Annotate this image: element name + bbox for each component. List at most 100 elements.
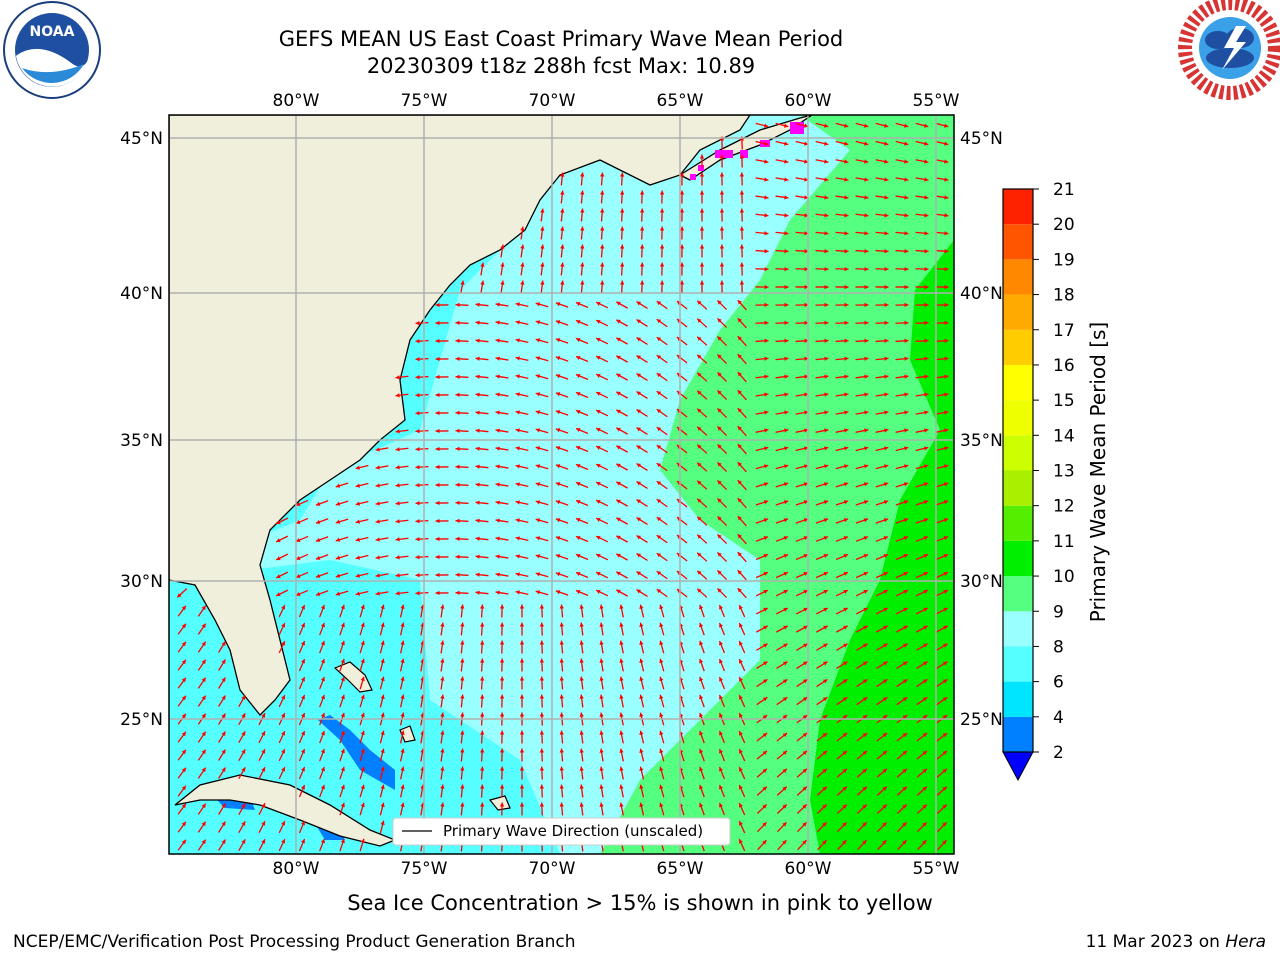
wave-arrow bbox=[718, 748, 726, 762]
wave-arrow bbox=[855, 392, 869, 397]
wave-arrow bbox=[495, 482, 509, 487]
wave-arrow bbox=[699, 154, 705, 168]
wave-arrow bbox=[395, 519, 409, 524]
wave-arrow bbox=[815, 446, 829, 452]
wave-arrow bbox=[815, 266, 829, 272]
wave-arrow bbox=[795, 249, 809, 254]
wave-arrow bbox=[519, 694, 525, 708]
wave-arrow bbox=[575, 589, 589, 597]
wave-arrow bbox=[936, 696, 948, 706]
wave-arrow bbox=[535, 392, 549, 398]
wave-arrow bbox=[480, 604, 485, 618]
wave-arrow bbox=[560, 208, 565, 222]
wave-arrow bbox=[855, 320, 869, 326]
wave-arrow bbox=[895, 266, 909, 272]
wave-arrow bbox=[755, 410, 769, 415]
wave-arrow bbox=[718, 730, 726, 744]
wave-arrow bbox=[615, 373, 629, 381]
wave-arrow bbox=[639, 208, 645, 222]
wave-arrow bbox=[796, 678, 808, 688]
wave-arrow bbox=[835, 159, 849, 164]
wave-arrow bbox=[575, 427, 589, 435]
wave-arrow bbox=[499, 622, 505, 636]
wave-arrow bbox=[739, 262, 745, 276]
map-legend: Primary Wave Direction (unscaled) bbox=[392, 817, 731, 846]
colorbar-segment bbox=[1003, 470, 1033, 506]
footer-date-text: 11 Mar 2023 on bbox=[1085, 932, 1226, 952]
wave-arrow bbox=[936, 643, 948, 651]
wave-arrow bbox=[895, 553, 909, 561]
wave-arrow bbox=[395, 501, 409, 506]
wave-arrow bbox=[435, 302, 449, 308]
wave-arrow bbox=[815, 500, 829, 506]
wave-arrow bbox=[935, 392, 949, 397]
wave-arrow bbox=[475, 320, 489, 325]
wave-arrow bbox=[737, 569, 747, 581]
wave-arrow bbox=[719, 280, 725, 294]
wave-arrow bbox=[415, 465, 429, 470]
wave-arrow bbox=[615, 445, 629, 453]
wave-arrow bbox=[515, 446, 529, 452]
wave-arrow bbox=[579, 802, 584, 816]
wave-arrow bbox=[815, 553, 829, 561]
wave-arrow bbox=[375, 537, 389, 542]
wave-arrow bbox=[836, 804, 848, 814]
wave-arrow bbox=[579, 622, 584, 636]
wave-arrow bbox=[615, 499, 629, 507]
wave-arrow bbox=[218, 767, 226, 779]
wave-arrow bbox=[856, 786, 868, 796]
wave-arrow bbox=[460, 604, 465, 618]
wave-arrow bbox=[197, 749, 207, 761]
wave-direction-arrows bbox=[176, 122, 949, 852]
wave-arrow bbox=[480, 784, 485, 798]
wave-arrow bbox=[515, 320, 529, 326]
wave-arrow bbox=[895, 374, 909, 379]
wave-arrow bbox=[619, 766, 624, 780]
wave-arrow bbox=[579, 604, 584, 618]
wave-arrow bbox=[816, 661, 828, 669]
wave-arrow bbox=[619, 802, 624, 816]
wave-arrow bbox=[295, 589, 309, 597]
wave-arrow bbox=[595, 499, 609, 507]
nws-logo bbox=[1178, 0, 1280, 100]
wave-arrow bbox=[460, 658, 465, 672]
wave-arrow bbox=[659, 622, 665, 636]
wave-arrow bbox=[197, 659, 207, 671]
wave-arrow bbox=[916, 696, 928, 706]
wave-arrow bbox=[836, 821, 848, 833]
wave-arrow bbox=[696, 498, 708, 508]
wave-arrow bbox=[238, 695, 246, 707]
wave-arrow bbox=[855, 428, 869, 433]
wave-arrow bbox=[395, 375, 409, 380]
wave-arrow bbox=[876, 643, 888, 651]
wave-arrow bbox=[719, 172, 725, 186]
wave-arrow bbox=[495, 500, 509, 505]
wave-arrow bbox=[539, 694, 545, 708]
wave-arrow bbox=[915, 140, 929, 146]
footer-machine: Hera bbox=[1225, 932, 1266, 952]
wave-arrow bbox=[656, 426, 668, 436]
wave-arrow bbox=[855, 195, 869, 200]
wave-arrow bbox=[795, 374, 809, 379]
wave-arrow bbox=[415, 501, 429, 506]
wave-arrow bbox=[519, 784, 525, 798]
wave-arrow bbox=[816, 821, 828, 833]
wave-arrow bbox=[495, 338, 509, 343]
wave-arrow bbox=[600, 190, 605, 204]
wave-arrow bbox=[835, 177, 849, 182]
wave-arrow bbox=[857, 839, 867, 851]
wave-arrow bbox=[575, 355, 589, 363]
wave-arrow bbox=[875, 284, 889, 290]
wave-arrow bbox=[836, 786, 848, 796]
wave-arrow bbox=[639, 190, 645, 204]
wave-arrow bbox=[575, 553, 589, 561]
wave-arrow bbox=[699, 694, 705, 708]
wave-arrow bbox=[916, 661, 928, 669]
wave-arrow bbox=[636, 409, 648, 417]
wave-arrow bbox=[519, 604, 525, 618]
wave-arrow bbox=[856, 750, 868, 760]
wave-arrow bbox=[699, 640, 705, 654]
wave-arrow bbox=[499, 676, 505, 690]
wave-arrow bbox=[835, 571, 849, 579]
wave-arrow bbox=[696, 534, 708, 544]
